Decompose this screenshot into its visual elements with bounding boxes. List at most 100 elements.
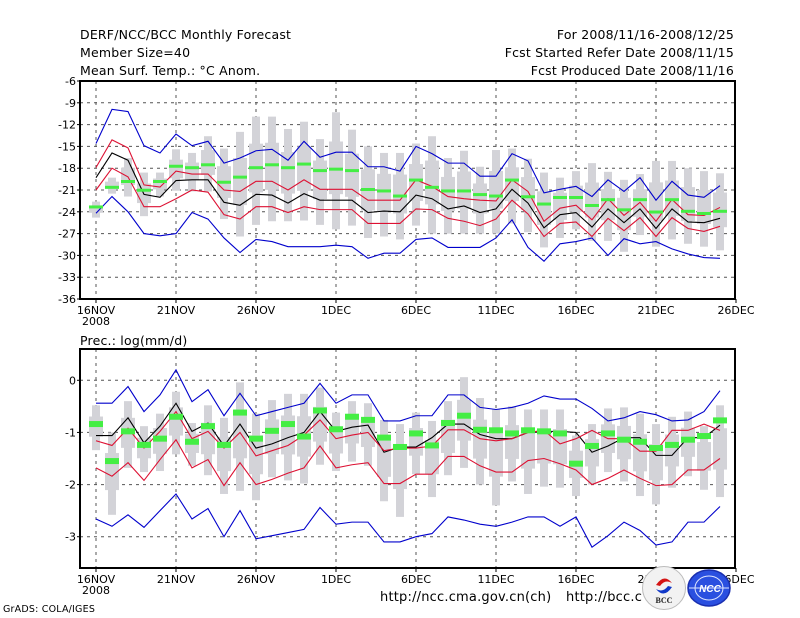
grads-credit: GrADS: COLA/IGES bbox=[3, 604, 96, 615]
ensemble-mean-marker bbox=[425, 185, 439, 189]
ensemble-mean-marker bbox=[457, 412, 471, 419]
x-tick-label: 16DEC bbox=[557, 573, 594, 586]
x-tick-label: 2008 bbox=[82, 315, 110, 328]
ncc-url-link[interactable]: http://ncc.cma.gov.cn(ch) bbox=[380, 590, 552, 605]
x-tick-label: 26DEC bbox=[717, 304, 754, 317]
plot-frame bbox=[79, 348, 736, 569]
ensemble-mean-marker bbox=[457, 189, 471, 193]
interquartile-box bbox=[201, 150, 215, 175]
x-tick-label: 21NOV bbox=[157, 573, 196, 586]
ensemble-mean-marker bbox=[361, 188, 375, 191]
ensemble-mean-marker bbox=[553, 195, 567, 199]
interquartile-box bbox=[313, 160, 327, 200]
interquartile-box bbox=[713, 428, 727, 470]
y-tick-label: -12 bbox=[58, 119, 76, 132]
ensemble-mean-marker bbox=[169, 164, 183, 168]
interquartile-box bbox=[169, 159, 183, 179]
interquartile-box bbox=[281, 152, 295, 194]
interquartile-box bbox=[233, 158, 247, 206]
ensemble-mean-marker bbox=[137, 441, 151, 448]
series-line-upper bbox=[95, 410, 721, 457]
series-line-median bbox=[96, 402, 721, 456]
interquartile-box bbox=[185, 162, 199, 180]
x-tick-label: 21DEC bbox=[637, 304, 674, 317]
interquartile-box bbox=[489, 433, 503, 477]
ensemble-mean-marker bbox=[313, 407, 327, 414]
bcc-url-link[interactable]: http://bcc.c bbox=[566, 590, 643, 605]
interquartile-box bbox=[697, 190, 711, 225]
interquartile-box bbox=[441, 176, 455, 211]
ensemble-mean-marker bbox=[505, 178, 519, 182]
series-line-median bbox=[95, 152, 721, 230]
ensemble-mean-marker bbox=[521, 427, 535, 434]
interquartile-box bbox=[489, 170, 503, 209]
ensemble-mean-marker bbox=[185, 166, 199, 170]
ensemble-mean-marker bbox=[233, 409, 247, 416]
interquartile-box bbox=[377, 440, 391, 477]
ensemble-mean-marker bbox=[409, 178, 423, 182]
interquartile-box bbox=[457, 399, 471, 441]
ensemble-mean-marker bbox=[217, 180, 231, 184]
ensemble-mean-marker bbox=[505, 430, 519, 437]
y-tick-label: -9 bbox=[65, 97, 76, 110]
y-tick-label: -24 bbox=[58, 206, 76, 219]
interquartile-box bbox=[377, 173, 391, 212]
ncc-logo: NCC bbox=[686, 566, 732, 608]
ensemble-mean-marker bbox=[601, 430, 615, 437]
ensemble-mean-marker bbox=[681, 209, 695, 213]
ensemble-mean-marker bbox=[137, 188, 151, 192]
x-tick-label: 11DEC bbox=[477, 573, 514, 586]
ensemble-mean-marker bbox=[617, 208, 631, 212]
y-tick-label: -1 bbox=[65, 426, 76, 439]
ensemble-mean-marker bbox=[697, 211, 711, 215]
y-tick-label: -15 bbox=[58, 140, 76, 153]
ensemble-mean-marker bbox=[297, 162, 311, 166]
x-tick-label: 26NOV bbox=[237, 573, 276, 586]
ensemble-mean-marker bbox=[281, 421, 295, 428]
ensemble-mean-marker bbox=[569, 460, 583, 467]
ensemble-mean-marker bbox=[329, 426, 343, 433]
interquartile-box bbox=[393, 447, 407, 490]
y-tick-label: -2 bbox=[65, 479, 76, 492]
x-tick-label: 1DEC bbox=[321, 573, 351, 586]
interquartile-box bbox=[521, 177, 535, 211]
ensemble-mean-marker bbox=[633, 438, 647, 445]
ncc-globe-icon: NCC bbox=[687, 569, 731, 607]
interquartile-box bbox=[265, 142, 279, 190]
interquartile-box bbox=[425, 439, 439, 475]
top-variable-label: Mean Surf. Temp.: °C Anom. bbox=[80, 63, 261, 78]
x-tick-label: 11DEC bbox=[477, 304, 514, 317]
ensemble-mean-marker bbox=[489, 427, 503, 434]
ensemble-mean-marker bbox=[489, 194, 503, 198]
plot-frame bbox=[79, 80, 736, 300]
ensemble-mean-marker bbox=[345, 413, 359, 420]
interquartile-box bbox=[537, 428, 551, 464]
ensemble-mean-marker bbox=[441, 420, 455, 426]
ensemble-mean-marker bbox=[265, 163, 279, 167]
interquartile-box bbox=[553, 192, 567, 220]
interquartile-box bbox=[425, 160, 439, 205]
ensemble-mean-marker bbox=[313, 169, 327, 173]
x-tick-label: 16DEC bbox=[557, 304, 594, 317]
ensemble-mean-marker bbox=[185, 438, 199, 445]
interquartile-box bbox=[473, 183, 487, 214]
interquartile-box bbox=[201, 422, 215, 455]
series-line-max bbox=[95, 108, 721, 202]
bcc-logo-text: BCC bbox=[656, 596, 673, 605]
bottom-variable-label: Prec.: log(mm/d) bbox=[80, 333, 188, 348]
interquartile-box bbox=[105, 181, 119, 189]
ensemble-mean-marker bbox=[361, 416, 375, 423]
interquartile-box bbox=[345, 153, 359, 197]
x-tick-label: 1DEC bbox=[321, 304, 351, 317]
ensemble-mean-marker bbox=[233, 175, 247, 179]
ensemble-mean-marker bbox=[153, 435, 167, 442]
y-tick-label: -36 bbox=[58, 293, 76, 306]
ensemble-mean-marker bbox=[425, 442, 439, 449]
ensemble-mean-marker bbox=[649, 210, 663, 214]
chart-title: DERF/NCC/BCC Monthly Forecast bbox=[80, 27, 292, 42]
ensemble-mean-marker bbox=[89, 205, 103, 209]
interquartile-box bbox=[537, 191, 551, 225]
ensemble-mean-marker bbox=[377, 189, 391, 193]
ensemble-mean-marker bbox=[281, 166, 295, 170]
ensemble-mean-marker bbox=[297, 433, 311, 440]
